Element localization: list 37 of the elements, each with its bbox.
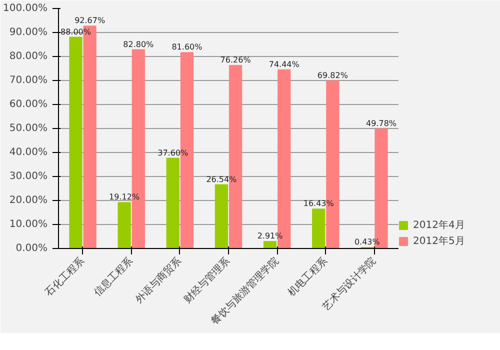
data-label: 2.91%: [257, 232, 284, 241]
y-tick-label: 80.00%: [9, 51, 48, 62]
y-tick-label: 30.00%: [9, 171, 48, 182]
y-tick-label: 60.00%: [9, 99, 48, 110]
y-tick-label: 90.00%: [9, 27, 48, 38]
y-tick-label: 0.00%: [16, 243, 48, 254]
x-tick-label: 外语与商贸系: [132, 254, 184, 306]
y-tick-label: 50.00%: [9, 123, 48, 134]
data-label: 49.78%: [366, 119, 397, 128]
data-label: 69.82%: [317, 70, 348, 80]
legend-label: 2012年4月: [413, 219, 465, 232]
data-label: 76.26%: [220, 55, 252, 64]
y-tick-label: 20.00%: [9, 195, 48, 206]
data-label: 0.43%: [354, 237, 380, 246]
data-label: 81.60%: [172, 42, 203, 52]
data-label: 26.54%: [206, 174, 238, 184]
x-tick-label: 石化工程系: [42, 254, 87, 299]
y-tick-label: 10.00%: [9, 219, 48, 230]
x-tick-label: 信息工程系: [91, 254, 136, 299]
bar: [214, 184, 228, 248]
data-label: 19.12%: [109, 192, 140, 202]
data-label: 16.43%: [303, 199, 334, 208]
bar: [69, 36, 82, 248]
bar: [312, 208, 326, 248]
data-label: 82.80%: [123, 40, 154, 49]
data-label: 88.00%: [60, 27, 92, 36]
y-tick-label: 100.00%: [3, 3, 48, 14]
data-label: 74.44%: [268, 60, 300, 69]
y-tick-label: 70.00%: [9, 75, 48, 86]
bar: [263, 241, 277, 248]
data-label: 92.67%: [74, 16, 106, 26]
y-tick-label: 40.00%: [9, 147, 48, 158]
legend-label: 2012年5月: [413, 235, 465, 248]
x-tick-label: 机电工程系: [286, 254, 330, 299]
bar: [166, 158, 180, 248]
bar: [118, 202, 131, 248]
data-label: 37.60%: [158, 148, 189, 158]
